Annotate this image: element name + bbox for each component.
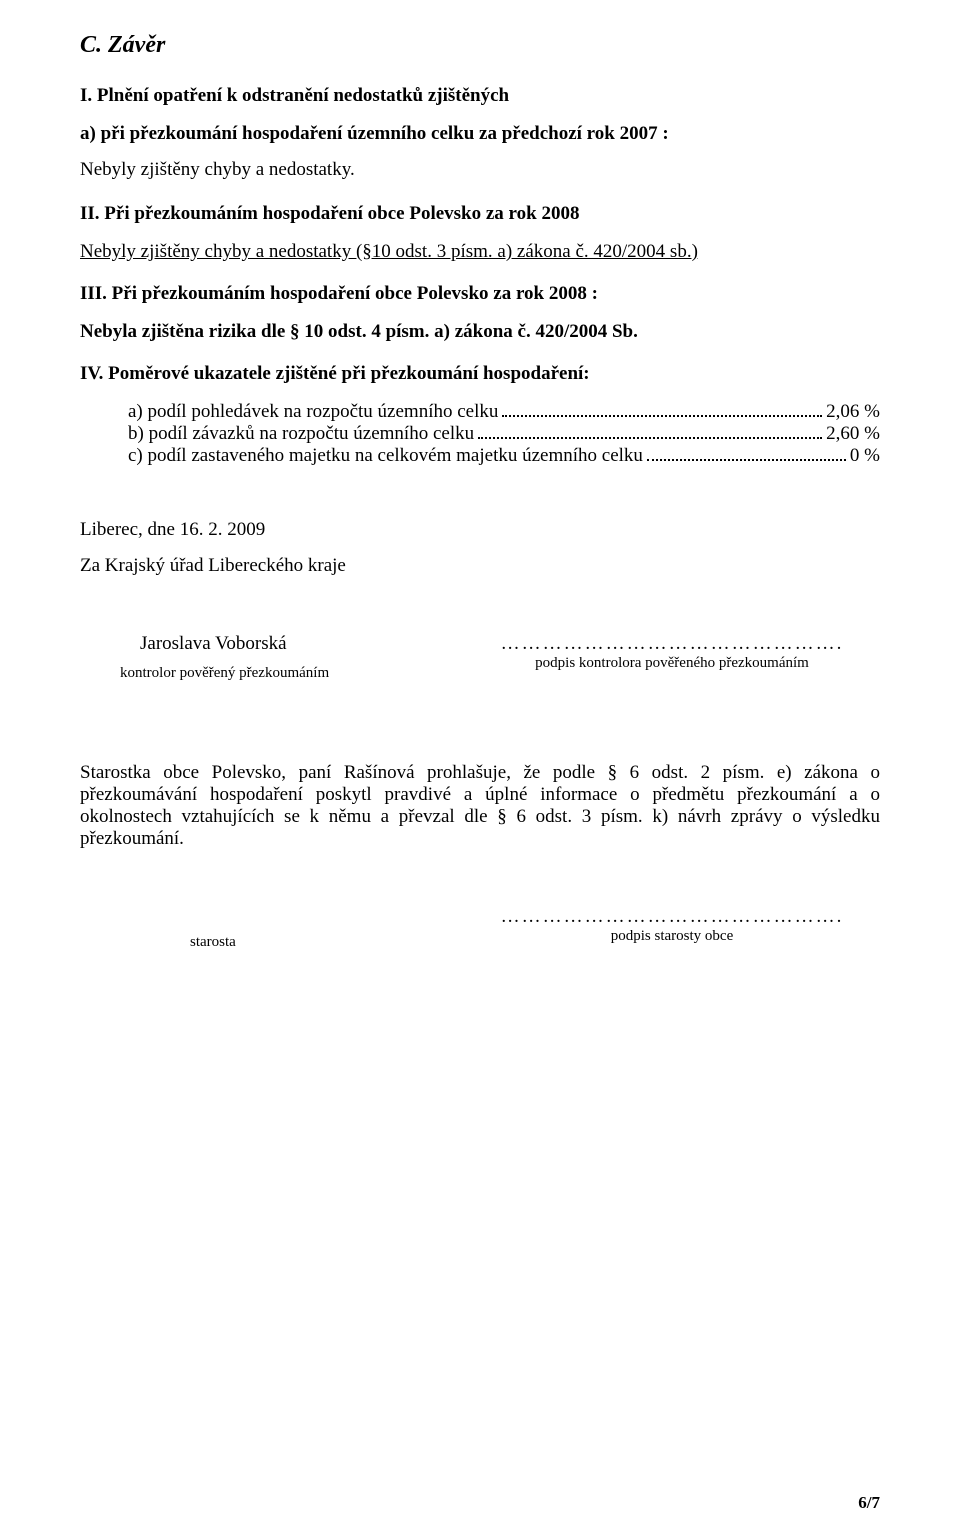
- controller-role: kontrolor pověřený přezkoumáním: [120, 665, 464, 682]
- authority-line: Za Krajský úřad Libereckého kraje: [80, 555, 880, 577]
- mayor-label: starosta: [190, 934, 464, 951]
- body-iii: Nebyla zjištěna rizika dle § 10 odst. 4 …: [80, 321, 880, 343]
- heading-iv: IV. Poměrové ukazatele zjištěné při přez…: [80, 363, 880, 385]
- ratio-label: c) podíl zastaveného majetku na celkovém…: [128, 445, 643, 467]
- ratios-block: a) podíl pohledávek na rozpočtu územního…: [128, 401, 880, 467]
- controller-name: Jaroslava Voborská: [140, 633, 464, 655]
- heading-i-a: a) při přezkoumání hospodaření územního …: [80, 123, 880, 145]
- heading-i: I. Plnění opatření k odstranění nedostat…: [80, 85, 880, 107]
- heading-ii: II. Při přezkoumáním hospodaření obce Po…: [80, 203, 880, 225]
- ratio-value: 2,06 %: [826, 401, 880, 423]
- signature-row-mayor: starosta …………………………………………. podpis staros…: [80, 906, 880, 951]
- signature-label-mayor: podpis starosty obce: [464, 928, 880, 945]
- signature-dotline: ………………………………………….: [464, 906, 880, 928]
- body-ii: Nebyly zjištěny chyby a nedostatky (§10 …: [80, 241, 880, 263]
- section-title: C. Závěr: [80, 32, 880, 59]
- ratio-dots: [502, 405, 822, 417]
- ratio-row: a) podíl pohledávek na rozpočtu územního…: [128, 401, 880, 423]
- signature-dotline: ………………………………………….: [464, 633, 880, 655]
- ratio-row: b) podíl závazků na rozpočtu územního ce…: [128, 423, 880, 445]
- ratio-dots: [478, 427, 822, 439]
- body-i-a: Nebyly zjištěny chyby a nedostatky.: [80, 159, 880, 181]
- ratio-label: a) podíl pohledávek na rozpočtu územního…: [128, 401, 498, 423]
- ratio-value: 2,60 %: [826, 423, 880, 445]
- heading-iii: III. Při přezkoumáním hospodaření obce P…: [80, 283, 880, 305]
- ratio-value: 0 %: [850, 445, 880, 467]
- ratio-label: b) podíl závazků na rozpočtu územního ce…: [128, 423, 474, 445]
- declaration-paragraph: Starostka obce Polevsko, paní Rašínová p…: [80, 762, 880, 850]
- ratio-row: c) podíl zastaveného majetku na celkovém…: [128, 445, 880, 467]
- place-date: Liberec, dne 16. 2. 2009: [80, 519, 880, 541]
- page-number: 6/7: [858, 1493, 880, 1513]
- signature-label-controller: podpis kontrolora pověřeného přezkoumání…: [464, 655, 880, 672]
- ratio-dots: [647, 449, 846, 461]
- signature-row-controller: Jaroslava Voborská kontrolor pověřený př…: [80, 633, 880, 682]
